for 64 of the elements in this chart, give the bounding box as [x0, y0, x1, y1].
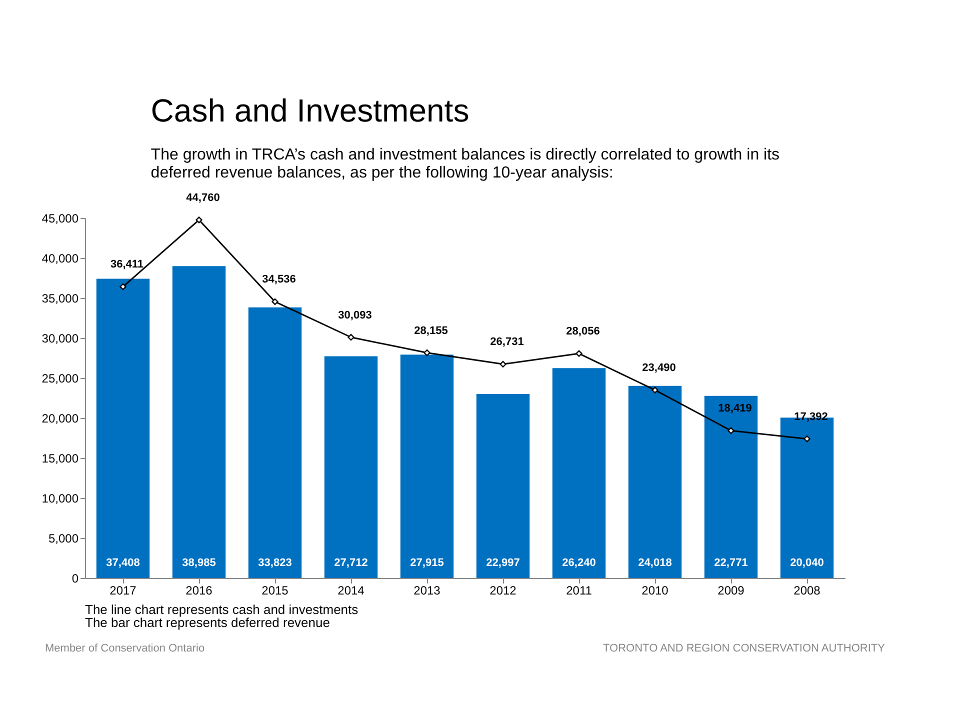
data-label: 28,056	[566, 326, 600, 338]
x-tick-label: 2010	[642, 584, 669, 598]
point	[576, 350, 582, 357]
point	[424, 349, 430, 356]
point	[728, 427, 734, 434]
text: Member of Conservation Ontario	[45, 642, 205, 654]
x-tick-label: 2013	[414, 584, 441, 598]
data-label: 44,760	[186, 192, 220, 204]
bar	[704, 396, 758, 578]
bar	[172, 266, 226, 578]
bar	[476, 394, 530, 578]
point	[196, 216, 202, 224]
y-tick-label: 35,000	[42, 292, 79, 306]
y-tick-label: 40,000	[42, 252, 79, 266]
bar	[248, 307, 302, 578]
chart-subtitle: The growth in TRCA’s cash and investment balances is directly correlated to growth in its deferred revenue balances, as per the following 10-year analysis:	[150, 146, 780, 182]
bar	[552, 368, 606, 578]
data-label: 20,040	[790, 557, 824, 569]
x-tick-label: 2008	[794, 584, 821, 598]
data-label: 28,155	[414, 324, 448, 337]
x-tick-label: 2015	[262, 584, 289, 598]
y-tick-label: 0	[72, 572, 79, 586]
y-tick-label: 45,000	[42, 212, 79, 226]
x-tick-label: 2012	[490, 584, 517, 598]
bar	[628, 386, 682, 578]
y-tick-label: 10,000	[42, 492, 79, 506]
data-label: 37,408	[106, 557, 140, 569]
point	[272, 298, 278, 306]
data-label: 38,985	[182, 557, 216, 569]
data-label: 23,490	[642, 362, 676, 374]
chart-title: Cash and Investments	[150, 92, 470, 128]
data-label: 24,018	[638, 557, 672, 569]
data-label: 34,536	[262, 274, 296, 286]
x-tick-label: 2014	[338, 584, 365, 598]
data-label: 18,419	[718, 402, 752, 415]
point	[804, 436, 810, 442]
data-label: 22,771	[714, 557, 748, 569]
x-tick-label: 2011	[566, 584, 592, 598]
y-tick-label: 15,000	[42, 452, 79, 466]
data-label: 27,915	[410, 557, 444, 569]
text: The bar chart represents deferred revenue	[85, 614, 330, 630]
point	[652, 386, 658, 394]
text: TORONTO AND REGION CONSERVATION AUTHORITY	[603, 642, 886, 654]
data-label: 27,712	[334, 557, 368, 569]
bar	[96, 278, 150, 578]
y-tick-label: 5,000	[48, 532, 79, 546]
data-label: 26,731	[490, 336, 524, 348]
data-label: 26,240	[562, 557, 596, 569]
point	[500, 360, 506, 368]
data-label: 30,093	[338, 309, 372, 322]
data-label: 22,997	[486, 557, 520, 569]
y-tick-label: 20,000	[42, 412, 79, 426]
x-tick-label: 2017	[110, 584, 137, 598]
y-tick-label: 25,000	[42, 372, 79, 386]
bar	[400, 354, 454, 578]
data-label: 33,823	[258, 557, 292, 569]
point	[348, 334, 354, 341]
bar	[324, 356, 378, 578]
text: The line chart represents cash and investments	[85, 602, 359, 617]
y-tick-label: 30,000	[42, 332, 79, 346]
data-label: 36,411	[110, 258, 144, 271]
x-tick-label: 2009	[718, 584, 745, 598]
x-tick-label: 2016	[186, 584, 213, 598]
point	[120, 283, 126, 290]
